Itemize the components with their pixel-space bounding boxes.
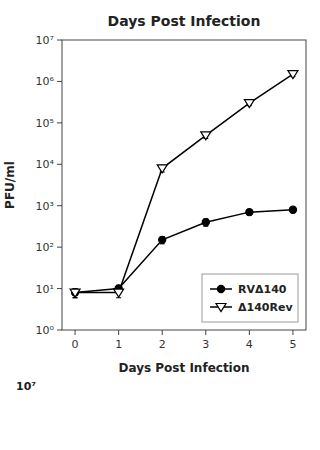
y-tick [57,122,62,123]
point [70,289,80,297]
legend-label: RVΔ140 [238,283,287,296]
plot-frame [62,40,306,330]
legend-marker [216,304,226,312]
y-tick-label: 10⁰ [36,324,55,337]
x-tick-label: 2 [159,338,166,351]
y-tick-label: 10² [36,241,54,254]
y-tick [57,247,62,248]
y-tick-label: 10⁵ [36,117,54,130]
point [157,165,167,173]
point [289,206,296,213]
y-axis-label: PFU/ml [3,161,17,209]
y-tick-label: 10³ [36,200,54,213]
series-line [75,74,293,292]
point [114,289,124,297]
legend: RVΔ140 Δ140Rev [202,274,298,322]
x-tick [249,330,250,335]
x-tick [292,330,293,335]
point [246,209,253,216]
y-tick [57,40,62,41]
y-tick [57,81,62,82]
x-tick [162,330,163,335]
legend-box [202,274,298,322]
data [70,71,298,298]
y-tick-label: 10⁴ [36,158,55,171]
annotation: 10⁷ [16,380,36,393]
series [71,206,296,298]
point [288,71,298,79]
x-tick-label: 3 [202,338,209,351]
x-tick-label: 1 [115,338,122,351]
x-tick [118,330,119,335]
x-tick-label: 5 [289,338,296,351]
point [159,236,166,243]
y-tick [57,205,62,206]
axes: 10⁰ 10¹ 10² 10³ 10⁴ 10⁵ 10⁶ 10⁷ 0 1 2 3 4 5 [36,34,306,351]
legend-label: Δ140Rev [238,301,293,314]
y-tick [57,330,62,331]
title: Days Post Infection [108,13,261,29]
y-tick-label: 10⁷ [36,34,54,47]
y-tick-label: 10⁶ [36,75,55,88]
x-tick-label: 4 [246,338,253,351]
point [201,132,211,140]
x-tick-label: 0 [72,338,79,351]
chart: Days Post Infection 10⁰ 10¹ 10² 10³ 10⁴ 10⁵ 10⁶… [0,0,320,450]
x-axis-label: Days Post Infection [118,361,249,375]
legend-marker [217,285,224,292]
x-tick [75,330,76,335]
y-tick-label: 10¹ [36,283,54,296]
x-tick [205,330,206,335]
y-tick [57,288,62,289]
y-tick [57,164,62,165]
point [202,219,209,226]
series [70,71,298,298]
point [244,100,254,108]
